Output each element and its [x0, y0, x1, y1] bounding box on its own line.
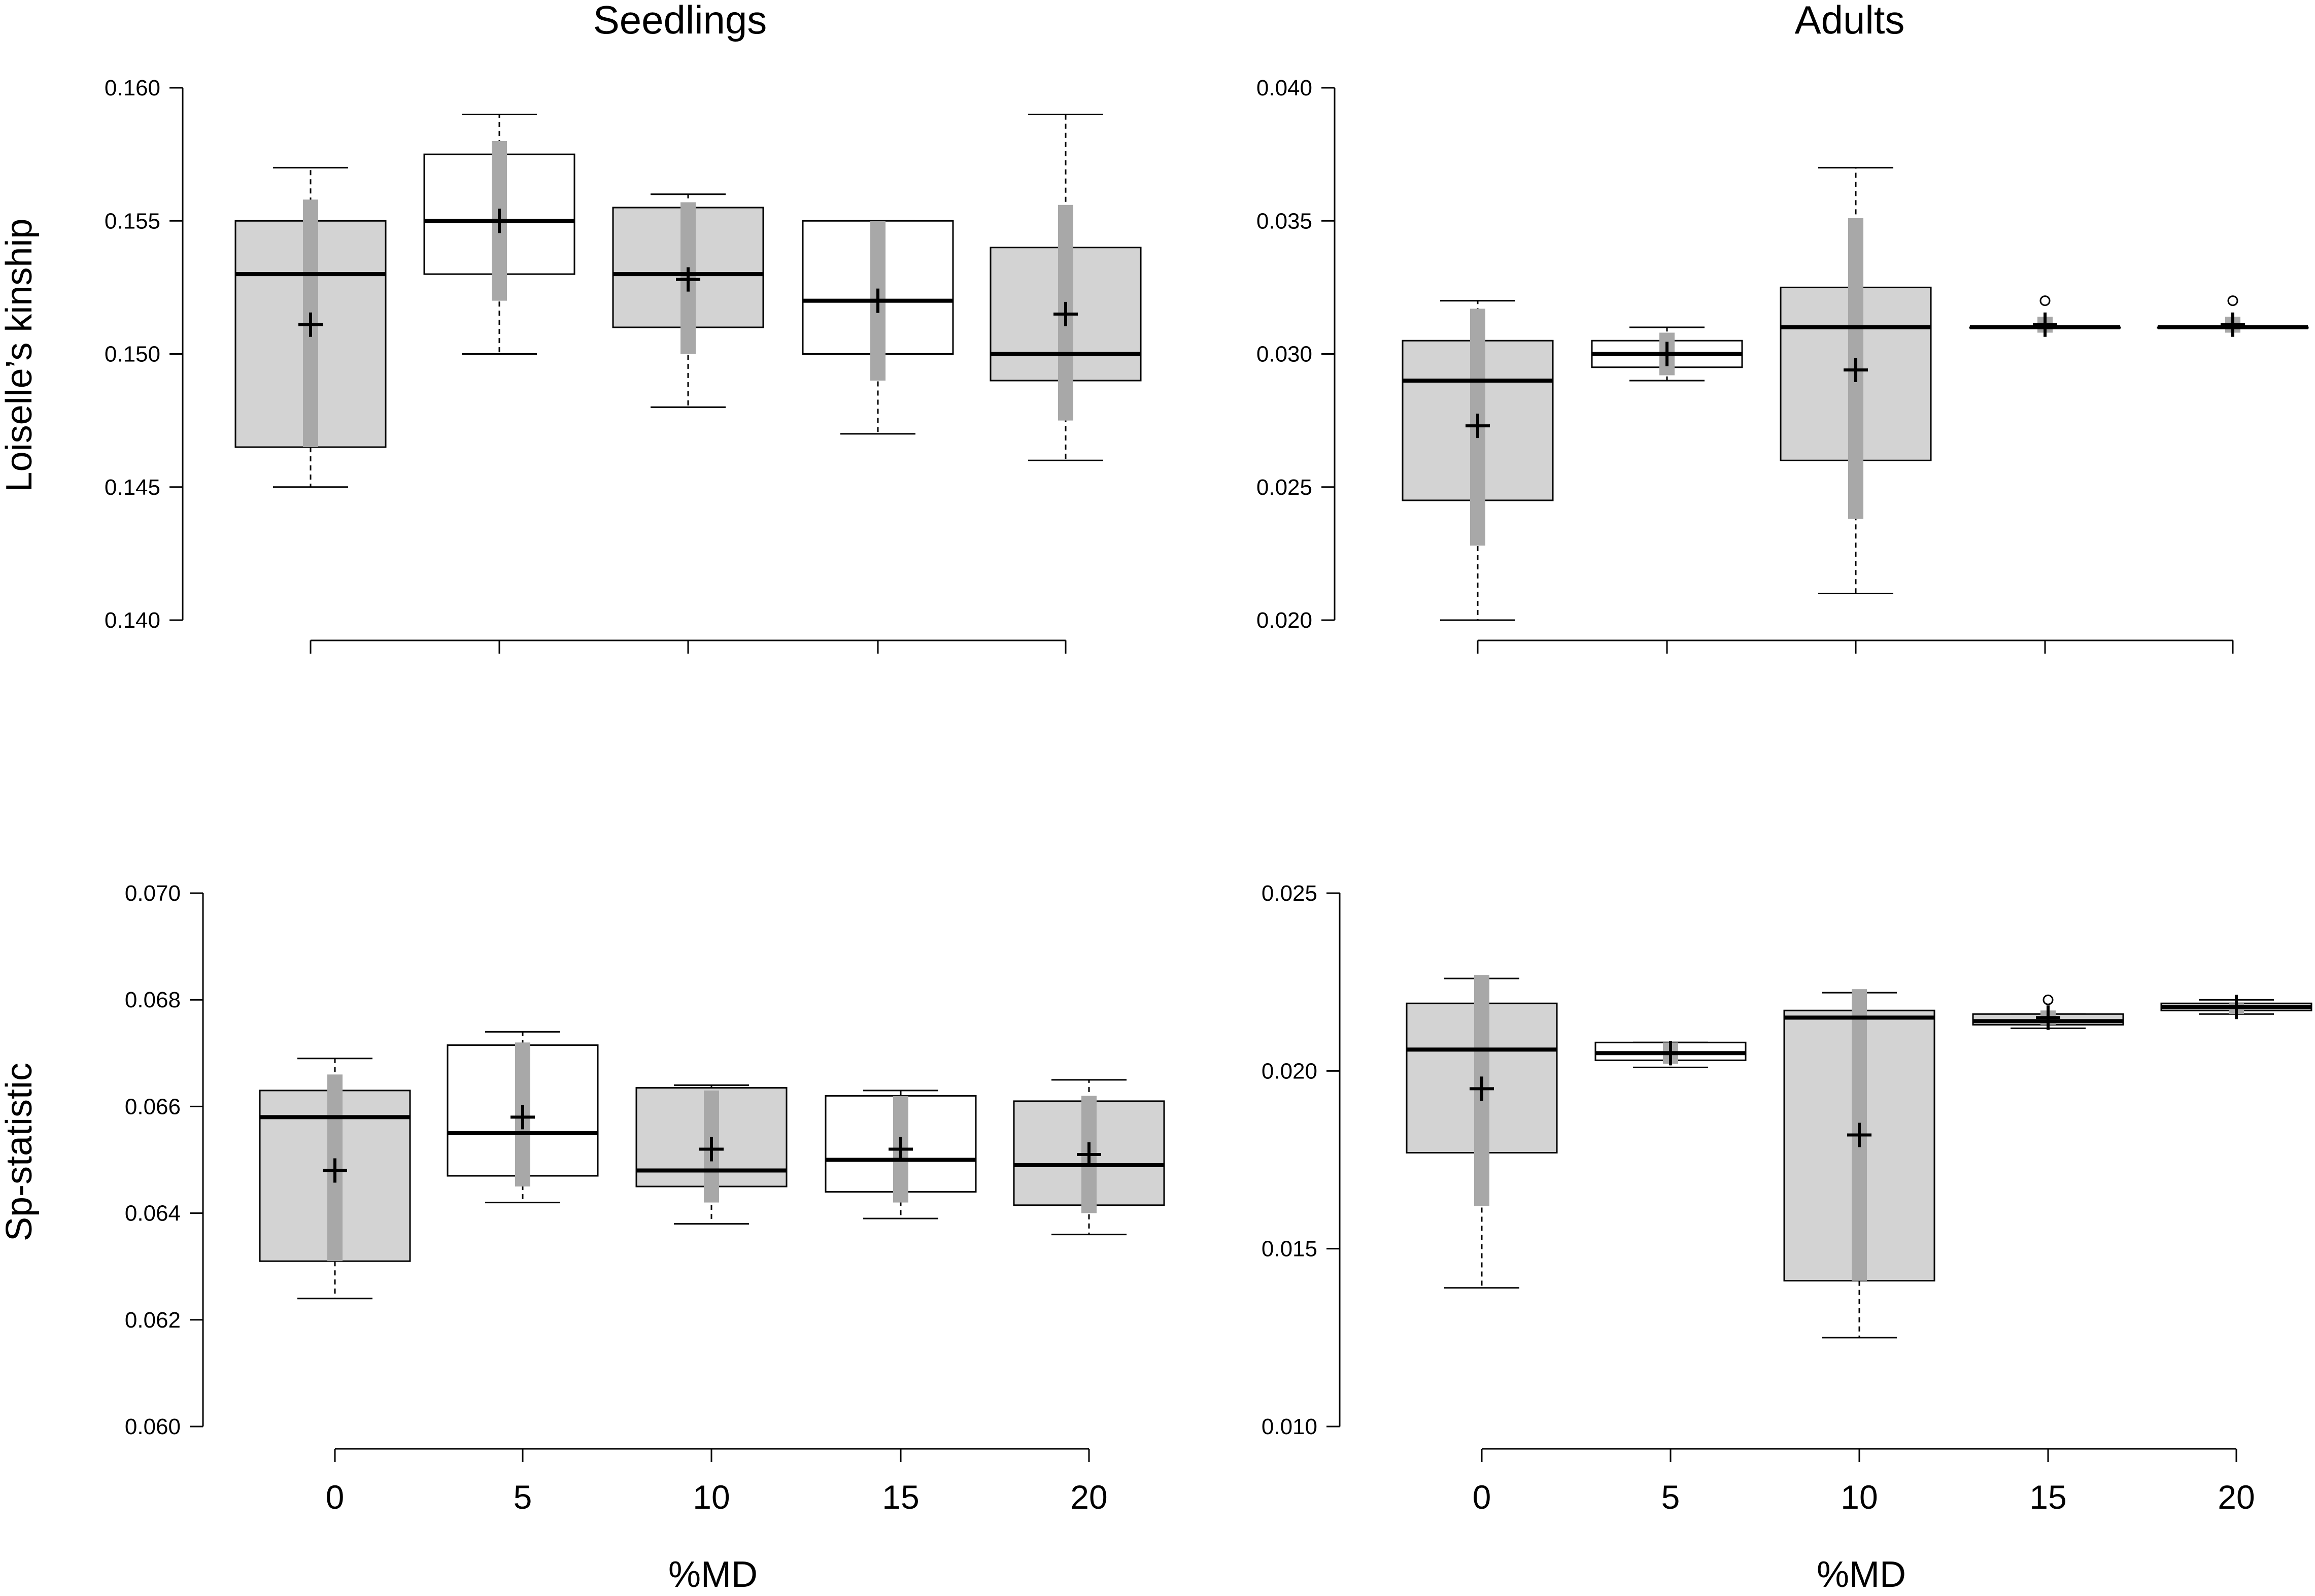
y-tick-label: 0.066 — [125, 1094, 181, 1119]
y-tick-label: 0.140 — [105, 608, 160, 633]
y-tick-label: 0.040 — [1256, 76, 1312, 100]
outlier-point — [2227, 295, 2238, 307]
y-tick-label: 0.010 — [1262, 1414, 1317, 1439]
y-tick-label: 0.030 — [1256, 342, 1312, 367]
y-tick-label: 0.068 — [125, 988, 181, 1012]
box-10 — [1780, 166, 1932, 595]
y-tick-label: 0.020 — [1262, 1059, 1317, 1083]
y-tick-label: 0.025 — [1262, 881, 1317, 906]
box-15 — [1972, 994, 2124, 1030]
box-0 — [259, 1058, 411, 1300]
box-0 — [1402, 300, 1554, 621]
box-5 — [447, 1031, 599, 1204]
box-20 — [990, 113, 1142, 461]
x-tick-label: 0 — [1473, 1478, 1491, 1516]
y-tick-label: 0.015 — [1262, 1237, 1317, 1262]
panel-adults-sp: 0.010 0.015 0.020 0.025 0 5 10 15 20 — [1262, 881, 2312, 1516]
y-tick-label: 0.064 — [125, 1201, 181, 1226]
y-tick-label: 0.062 — [125, 1308, 181, 1333]
y-tick-label: 0.160 — [105, 76, 160, 100]
x-tick-label: 15 — [2029, 1478, 2066, 1516]
y-tick-label: 0.145 — [105, 475, 160, 500]
box-10 — [612, 193, 764, 408]
box-5 — [1594, 1041, 1747, 1068]
box-5 — [1591, 326, 1743, 382]
panel-seedlings-sp: 0.060 0.062 0.064 0.066 0.068 0.070 0 5 10 15 20 — [125, 881, 1165, 1516]
box-10 — [1783, 989, 1935, 1339]
x-tick-label: 15 — [882, 1478, 919, 1516]
box-15 — [802, 220, 954, 435]
y-tick-label: 0.150 — [105, 342, 160, 367]
x-tick-label: 20 — [2218, 1478, 2255, 1516]
row-label-sp-statistic: Sp-statistic — [0, 1063, 40, 1241]
column-title-seedlings: Seedlings — [593, 0, 767, 42]
x-tick-label: 5 — [1661, 1478, 1680, 1516]
y-tick-label: 0.060 — [125, 1414, 181, 1439]
box-20 — [2160, 995, 2312, 1020]
y-tick-label: 0.020 — [1256, 608, 1312, 633]
box-15 — [825, 1090, 977, 1219]
x-axis-label-adults: %MD — [1817, 1554, 1906, 1595]
box-0 — [1406, 975, 1558, 1289]
y-tick-label: 0.025 — [1256, 475, 1312, 500]
x-tick-label: 20 — [1070, 1478, 1107, 1516]
x-axis-label-seedlings: %MD — [668, 1554, 758, 1595]
column-title-adults: Adults — [1795, 0, 1905, 42]
box-5 — [423, 113, 575, 355]
outlier-point — [2039, 295, 2051, 307]
outlier-point — [2042, 994, 2054, 1005]
x-tick-label: 10 — [693, 1478, 730, 1516]
box-20 — [1013, 1079, 1165, 1236]
y-tick-label: 0.035 — [1256, 209, 1312, 233]
box-15 — [1969, 295, 2121, 337]
x-tick-label: 10 — [1841, 1478, 1878, 1516]
x-tick-label: 5 — [514, 1478, 532, 1516]
row-label-kinship: Loiselle’s kinship — [0, 219, 40, 492]
box-20 — [2157, 295, 2309, 337]
box-0 — [234, 166, 387, 488]
y-tick-label: 0.070 — [125, 881, 181, 906]
y-tick-label: 0.155 — [105, 209, 160, 233]
box-10 — [635, 1084, 788, 1225]
x-tick-label: 0 — [326, 1478, 345, 1516]
panel-adults-kinship: 0.020 0.025 0.030 0.035 0.040 — [1256, 76, 2309, 654]
panel-seedlings-kinship: 0.140 0.145 0.150 0.155 0.160 — [105, 76, 1142, 654]
